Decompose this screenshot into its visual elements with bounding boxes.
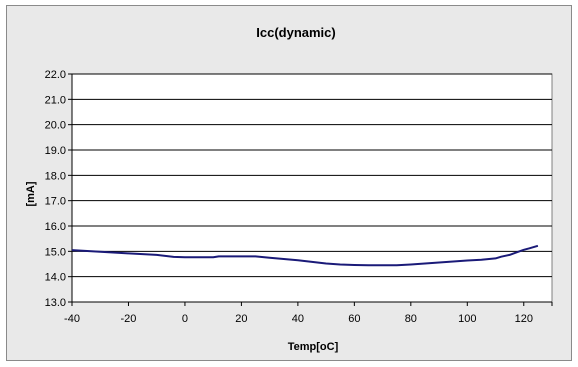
x-tick-label: 60 xyxy=(348,313,360,325)
y-tick-label: 15.0 xyxy=(45,246,66,258)
axes xyxy=(68,73,553,306)
x-tick-label: 40 xyxy=(292,313,304,325)
y-tick-labels: 13.0 14.0 15.0 16.0 17.0 18.0 19.0 20.0 21.0 22.0 xyxy=(45,69,66,309)
chart-frame: Icc(dynamic) 13.0 14.0 15.0 16.0 17.0 18.0 19.… xyxy=(6,5,572,361)
x-tick-label: -20 xyxy=(121,313,137,325)
chart-title: Icc(dynamic) xyxy=(256,25,335,40)
series-line xyxy=(71,244,539,267)
y-tick-label: 13.0 xyxy=(45,297,66,309)
y-tick-label: 21.0 xyxy=(45,94,66,106)
y-axis-label: [mA] xyxy=(25,181,37,206)
x-tick-label: 20 xyxy=(235,313,247,325)
y-tick-label: 22.0 xyxy=(45,69,66,81)
y-tick-label: 17.0 xyxy=(45,196,66,208)
line-chart: Icc(dynamic) 13.0 14.0 15.0 16.0 17.0 18.0 19.… xyxy=(25,25,553,353)
series-layer xyxy=(71,244,539,267)
x-axis-label: Temp[oC] xyxy=(288,341,339,353)
plot-area xyxy=(71,73,553,303)
x-tick-label: 80 xyxy=(405,313,417,325)
x-tick-label: -40 xyxy=(64,313,80,325)
y-tick-label: 14.0 xyxy=(45,272,66,284)
y-tick-label: 18.0 xyxy=(45,170,66,182)
gridlines xyxy=(72,73,552,278)
y-tick-label: 16.0 xyxy=(45,221,66,233)
x-tick-label: 100 xyxy=(458,313,476,325)
x-tick-label: 0 xyxy=(182,313,188,325)
x-tick-label: 120 xyxy=(515,313,533,325)
y-tick-label: 20.0 xyxy=(45,120,66,132)
y-tick-label: 19.0 xyxy=(45,145,66,157)
x-tick-labels: -40 -20 0 20 40 60 80 100 120 xyxy=(64,313,533,325)
